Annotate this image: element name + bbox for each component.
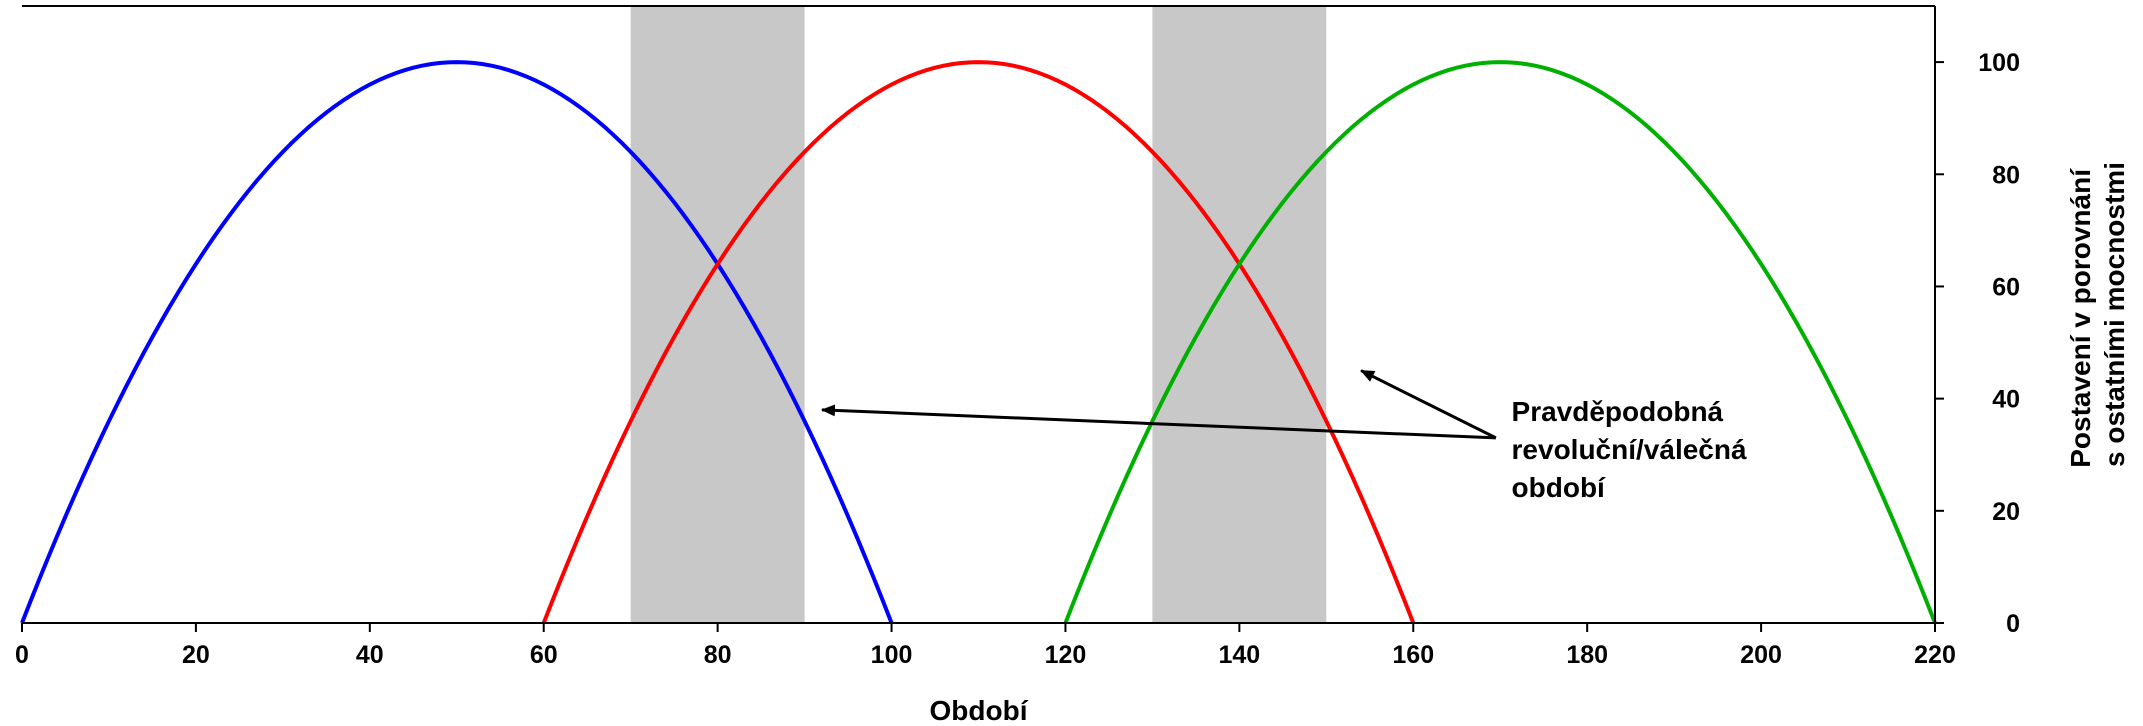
x-tick-label: 60 [530, 641, 558, 669]
annotation-line-3: období [1512, 472, 1607, 503]
x-tick-label: 140 [1219, 641, 1261, 669]
y-tick-label: 80 [1992, 161, 2020, 189]
annotation: Pravděpodobná revoluční/válečná období [820, 369, 1755, 503]
shaded-period-2 [1152, 6, 1327, 623]
y-tick-label: 0 [2006, 610, 2020, 638]
x-tick-label: 220 [1914, 641, 1956, 669]
series-line-2 [541, 60, 1416, 624]
annotation-text: Pravděpodobná revoluční/válečná období [1512, 396, 1755, 503]
series-lines [20, 60, 1937, 624]
y-tick-label: 20 [1992, 498, 2020, 526]
y-axis-title-line-1: Postavení v porovnání [2065, 168, 2096, 468]
axes [22, 5, 1936, 624]
series-line-1 [20, 60, 894, 624]
series-line-3 [1063, 60, 1937, 624]
annotation-line-2: revoluční/válečná [1512, 434, 1747, 465]
annotation-line-1: Pravděpodobná [1512, 396, 1724, 427]
y-tick-label: 60 [1992, 273, 2020, 301]
x-tick-label: 160 [1392, 641, 1434, 669]
shaded-periods [630, 6, 1327, 623]
x-tick-label: 180 [1566, 641, 1608, 669]
x-tick-label: 120 [1045, 641, 1087, 669]
annotation-arrow-1 [820, 404, 1496, 440]
x-tick-label: 20 [182, 641, 210, 669]
x-tick-label: 100 [871, 641, 913, 669]
annotation-arrow-2 [1360, 369, 1497, 440]
x-tick-labels: 0 20 40 60 80 100 120 140 160 180 200 220 [15, 623, 1956, 669]
y-axis-title-line-2: s ostatními mocnostmi [2099, 162, 2130, 467]
x-tick-label: 0 [15, 641, 29, 669]
y-tick-label: 100 [1978, 49, 2020, 77]
x-tick-label: 80 [704, 641, 732, 669]
x-tick-label: 200 [1740, 641, 1782, 669]
y-axis-title: Postavení v porovnání s ostatními mocnos… [2065, 161, 2130, 468]
y-tick-label: 40 [1992, 386, 2020, 414]
shaded-period-1 [630, 6, 805, 623]
y-tick-labels: 0 20 40 60 80 100 [1935, 49, 2020, 638]
x-tick-label: 40 [356, 641, 384, 669]
x-axis-title: Období [930, 695, 1029, 726]
